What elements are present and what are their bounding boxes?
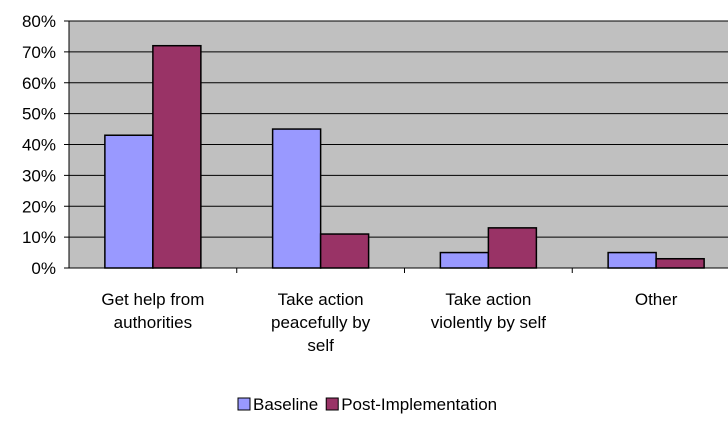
x-category-label-line: Other [635,290,678,309]
x-category-label: Get help from authorities [101,290,204,332]
x-category-label: Take action violently by self [431,290,547,332]
legend: Baseline Post-Implementation [237,395,497,414]
x-category-label: Take action peacefully by self [271,290,371,355]
x-category-label-line: authorities [114,313,192,332]
axes [64,20,728,273]
x-axis-category-labels: Get help from authorities Take action peace… [101,290,677,355]
legend-label: Post-Implementation [341,395,497,414]
x-category-label: Other [635,290,678,309]
y-tick-label: 20% [22,197,56,216]
x-category-label-line: Take action [278,290,364,309]
bars [104,44,705,269]
legend-swatch [237,397,251,411]
bar-post-implementation [152,44,202,269]
bar-post-implementation [655,257,705,269]
y-tick-label: 10% [22,228,56,247]
y-tick-label: 40% [22,136,56,155]
y-tick-label: 80% [22,12,56,31]
bar-baseline [104,134,154,269]
x-category-label-line: Take action [445,290,531,309]
bar-post-implementation [319,233,370,269]
bar-baseline [607,251,657,269]
x-category-label-line: Get help from [101,290,204,309]
bar-post-implementation [487,227,538,269]
x-category-label-line: self [307,336,334,355]
y-tick-label: 70% [22,43,56,62]
y-tick-label: 0% [31,259,56,278]
y-tick-label: 30% [22,166,56,185]
y-tick-label: 60% [22,74,56,93]
y-tick-label: 50% [22,105,56,124]
legend-label: Baseline [253,395,318,414]
x-category-label-line: peacefully by [271,313,371,332]
legend-swatch [325,397,339,411]
bar-baseline [271,128,322,269]
bar-baseline [439,251,490,269]
y-axis-tick-labels: 0% 10% 20% 30% 40% 50% 60% 70% 80% [22,12,56,278]
x-category-label-line: violently by self [431,313,547,332]
